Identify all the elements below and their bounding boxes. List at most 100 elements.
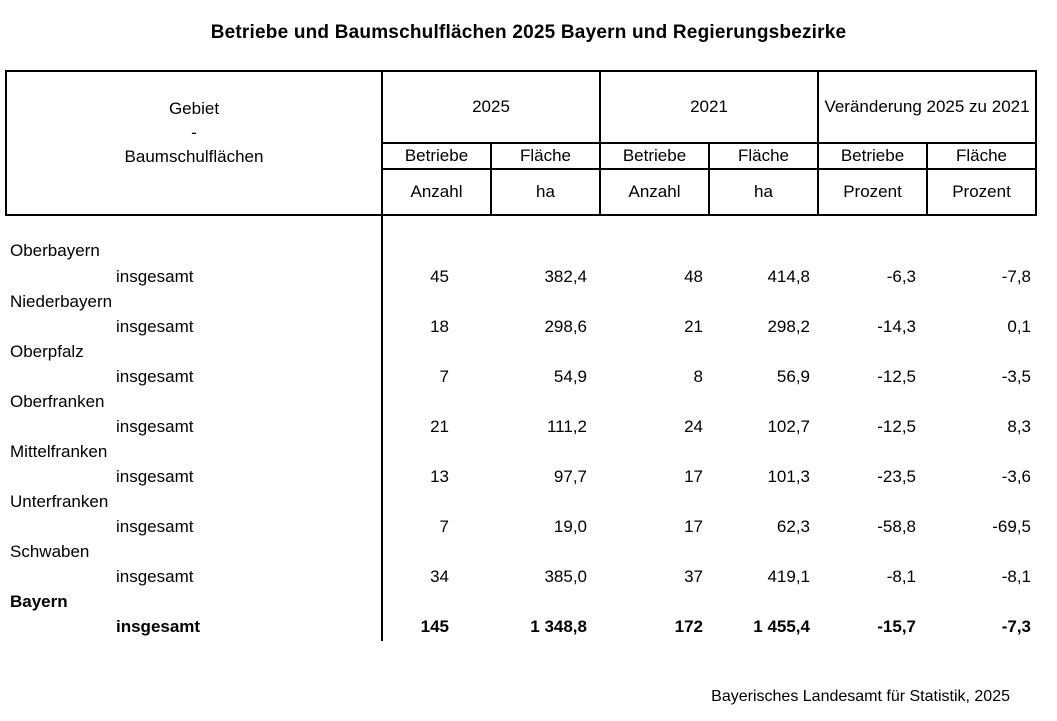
- header-betriebe-2021: Betriebe: [599, 142, 710, 170]
- value-cell: 172: [674, 617, 703, 637]
- value-cell: 17: [684, 517, 703, 537]
- data-row-bayern-total: insgesamt 145 1 348,8 172 1 455,4 -15,7 …: [6, 614, 1036, 641]
- value-cell: 56,9: [776, 367, 810, 387]
- empty-cell: [382, 291, 1036, 314]
- region-row-niederbayern: Niederbayern: [6, 291, 1036, 314]
- unit-prozent-flaeche: Prozent: [926, 168, 1037, 216]
- empty-cell: [382, 591, 1036, 614]
- value-cell: 48: [684, 267, 703, 287]
- region-row-oberfranken: Oberfranken: [6, 391, 1036, 414]
- value-cell: 414,8: [767, 267, 810, 287]
- header-flaeche-2025: Fläche: [490, 142, 601, 170]
- unit-anzahl-2025: Anzahl: [381, 168, 492, 216]
- table-body: Oberbayern insgesamt 45 382,4 48 414,8 -…: [6, 215, 1036, 641]
- region-name: Oberbayern: [6, 215, 383, 264]
- empty-cell: [382, 541, 1036, 564]
- region-name: Schwaben: [6, 541, 383, 564]
- header-sub-row: Betriebe Fläche Betriebe Fläche Betriebe…: [6, 142, 1037, 170]
- value-cell: 101,3: [767, 467, 810, 487]
- value-cell: 18: [430, 317, 449, 337]
- value-cell: 13: [430, 467, 449, 487]
- value-cell: 145: [420, 617, 449, 637]
- header-group-2025: 2025: [381, 70, 601, 144]
- value-cell: -14,3: [877, 317, 916, 337]
- header-flaeche-2021: Fläche: [708, 142, 819, 170]
- value-cell: 111,2: [546, 417, 587, 437]
- value-cell: 54,9: [553, 367, 587, 387]
- unit-anzahl-2021: Anzahl: [599, 168, 710, 216]
- data-row-oberbayern: insgesamt 45 382,4 48 414,8 -6,3 -7,8: [6, 264, 1036, 291]
- insgesamt-label: insgesamt: [6, 264, 383, 291]
- value-cell: 0,1: [1007, 317, 1031, 337]
- value-cell: 7: [439, 517, 449, 537]
- region-name: Oberpfalz: [6, 341, 383, 364]
- value-cell: -58,8: [877, 517, 916, 537]
- unit-ha-2025: ha: [490, 168, 601, 216]
- insgesamt-label: insgesamt: [6, 514, 383, 541]
- region-row-mittelfranken: Mittelfranken: [6, 441, 1036, 464]
- data-row-mittelfranken: insgesamt 13 97,7 17 101,3 -23,5 -3,6: [6, 464, 1036, 491]
- insgesamt-label: insgesamt: [6, 464, 383, 491]
- value-cell: -3,5: [1001, 367, 1031, 387]
- value-cell: 19,0: [553, 517, 587, 537]
- value-cell: -8,1: [1001, 567, 1031, 587]
- source-note: Bayerisches Landesamt für Statistik, 202…: [711, 688, 1010, 705]
- gebiet-line3: Baumschulflächen: [124, 147, 264, 166]
- region-row-oberpfalz: Oberpfalz: [6, 341, 1036, 364]
- region-row-unterfranken: Unterfranken: [6, 491, 1036, 514]
- header-group-row: Gebiet - Baumschulflächen 2025 2021 Verä…: [5, 70, 1037, 216]
- value-cell: -3,6: [1001, 467, 1031, 487]
- value-cell: 34: [430, 567, 449, 587]
- value-cell: 1 455,4: [753, 617, 810, 637]
- value-cell: 298,2: [767, 317, 810, 337]
- value-cell: 24: [684, 417, 703, 437]
- empty-cell: [382, 341, 1036, 364]
- statistics-table: Gebiet - Baumschulflächen 2025 2021 Verä…: [5, 70, 1037, 641]
- empty-cell: [382, 491, 1036, 514]
- table-header: Gebiet - Baumschulflächen 2025 2021 Verä…: [5, 70, 1037, 216]
- data-row-oberfranken: insgesamt 21 111,2 24 102,7 -12,5 8,3: [6, 414, 1036, 441]
- insgesamt-label: insgesamt: [6, 414, 383, 441]
- value-cell: 17: [684, 467, 703, 487]
- value-cell: 21: [684, 317, 703, 337]
- empty-cell: [382, 441, 1036, 464]
- value-cell: 97,7: [553, 467, 587, 487]
- header-cell-gebiet: Gebiet - Baumschulflächen: [5, 70, 383, 216]
- value-cell: 21: [430, 417, 449, 437]
- value-cell: -69,5: [992, 517, 1031, 537]
- region-name: Niederbayern: [6, 291, 383, 314]
- header-betriebe-veraenderung: Betriebe: [817, 142, 928, 170]
- value-cell: -12,5: [877, 367, 916, 387]
- insgesamt-label: insgesamt: [6, 314, 383, 341]
- value-cell: -6,3: [886, 267, 916, 287]
- value-cell: -8,1: [886, 567, 916, 587]
- data-row-unterfranken: insgesamt 7 19,0 17 62,3 -58,8 -69,5: [6, 514, 1036, 541]
- value-cell: 1 348,8: [530, 617, 587, 637]
- header-group-2021: 2021: [599, 70, 819, 144]
- value-cell: -7,3: [1001, 617, 1031, 637]
- value-cell: 62,3: [776, 517, 810, 537]
- insgesamt-label: insgesamt: [6, 364, 383, 391]
- region-name: Mittelfranken: [6, 441, 383, 464]
- value-cell: 298,6: [544, 317, 587, 337]
- insgesamt-label: insgesamt: [6, 614, 383, 641]
- region-name: Unterfranken: [6, 491, 383, 514]
- value-cell: -7,8: [1001, 267, 1031, 287]
- value-cell: 7: [439, 367, 449, 387]
- value-cell: 419,1: [767, 567, 810, 587]
- value-cell: -23,5: [877, 467, 916, 487]
- region-row-schwaben: Schwaben: [6, 541, 1036, 564]
- region-row-bayern: Bayern: [6, 591, 1036, 614]
- header-unit-row: Anzahl ha Anzahl ha Prozent Prozent: [6, 168, 1037, 216]
- empty-cell: [382, 391, 1036, 414]
- empty-cell: [382, 215, 1036, 264]
- insgesamt-label: insgesamt: [6, 564, 383, 591]
- value-cell: 8,3: [1007, 417, 1031, 437]
- page-title: Betriebe und Baumschulflächen 2025 Bayer…: [210, 22, 847, 43]
- header-group-veraenderung: Veränderung 2025 zu 2021: [817, 70, 1037, 144]
- data-row-schwaben: insgesamt 34 385,0 37 419,1 -8,1 -8,1: [6, 564, 1036, 591]
- value-cell: 37: [684, 567, 703, 587]
- value-cell: 385,0: [544, 567, 587, 587]
- value-cell: -15,7: [877, 617, 916, 637]
